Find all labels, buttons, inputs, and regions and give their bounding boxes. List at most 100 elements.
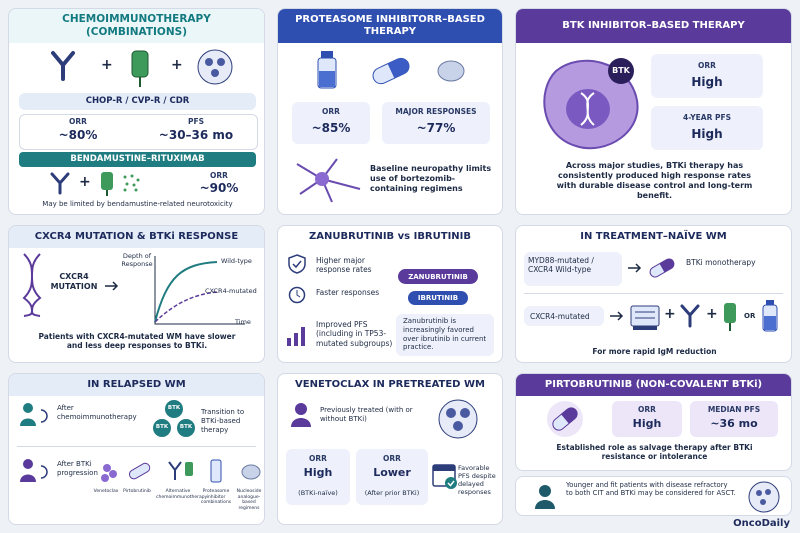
cells-icon-part (760, 499, 766, 505)
option: Venetoclax (93, 489, 119, 494)
antibody-icon-part (51, 51, 75, 81)
context: After chemoimmunotherapy (57, 404, 137, 421)
antibody-icon-part (50, 172, 70, 195)
btk-label: BTK (167, 405, 181, 411)
panel: PIRTOBRUTINIB (NON-COVALENT BTKi) ORR Hi… (515, 373, 792, 471)
iv-bag-icon (101, 172, 113, 196)
person-icon-part (40, 465, 48, 479)
chemo-icon-part (633, 326, 657, 330)
stat-label: PFS (187, 117, 205, 126)
panel: ZANUBRUTINIB vs IBRUTINIB Higher major r… (277, 225, 503, 363)
option-icons-part-part (128, 462, 151, 480)
person-icon-part (23, 403, 33, 413)
option: Alternative chemoimmunotherapy (156, 489, 208, 500)
note: May be limited by bendamustine-related n… (42, 200, 233, 208)
panel: CXCR4 MUTATION & BTKi RESPONSE CXCR4 MUT… (8, 225, 265, 363)
iv-bag-icon-part (101, 172, 113, 190)
stat-value: High (691, 75, 723, 89)
option-icons-part-part (103, 464, 111, 472)
chemo-icon-part (630, 305, 660, 327)
iv-bag-icon (724, 303, 736, 331)
option-icons-part (185, 462, 193, 476)
response-chart-part (154, 291, 218, 323)
vial-icon-part (321, 51, 333, 58)
stat-value: ~85% (311, 121, 351, 135)
tablet-icon-part (437, 60, 465, 82)
asct-panel: Younger and fit patients with disease re… (515, 476, 792, 516)
stats-box (19, 114, 258, 150)
vial-icon-part (764, 316, 776, 330)
stat-box (651, 54, 763, 98)
dots-icon-part-part (132, 183, 136, 187)
badge: BTK (612, 66, 630, 75)
neuron-icon-part (296, 158, 361, 203)
dots-icon-part-part (130, 174, 134, 178)
capsule-icon-part (649, 258, 675, 278)
option-icons-part-part (109, 470, 117, 478)
stat-value: High (303, 466, 333, 479)
dna-icon-part (22, 253, 42, 317)
shield-icon-part (288, 254, 306, 274)
stat-context: (BTKi-naïve) (298, 489, 338, 497)
tablet-icon (437, 60, 465, 82)
shield-icon-part (292, 260, 302, 269)
person-icon-part (535, 500, 555, 509)
capsule-icon-part-part (561, 407, 578, 424)
divider (524, 293, 783, 294)
stat-label: ORR (638, 405, 656, 414)
panel: VENETOCLAX IN PRETREATED WM Previously t… (277, 373, 503, 525)
brand: OncoDaily (733, 518, 790, 529)
option: Nucleoside analogue-based regimens (236, 489, 262, 511)
person-icon-part (20, 418, 36, 426)
clock-icon (288, 286, 306, 304)
neuron-icon-part (315, 172, 329, 186)
group: MYD88-mutated / CXCR4 Wild-type (528, 256, 594, 275)
person-icon (20, 403, 48, 426)
dots-icon-part (123, 174, 140, 192)
gene: CXCR4 MUTATION (50, 272, 98, 291)
stat-label: ORR (210, 171, 228, 180)
panel-title: CHEMOIMMUNOTHERAPY (COMBINATIONS) (9, 9, 264, 43)
dna-icon (22, 253, 42, 317)
cells-icon (197, 49, 233, 85)
shield-icon (288, 254, 306, 274)
stat-box (382, 102, 490, 144)
option-icons-part (168, 461, 182, 480)
stat-value: ~77% (416, 121, 456, 135)
operator: + (171, 57, 183, 73)
option: Pirtobrutinib (123, 489, 151, 494)
btk-cluster-part (153, 419, 171, 437)
stat-value: High (691, 127, 723, 141)
bars-icon-part (294, 333, 298, 346)
arrow (628, 263, 642, 273)
arrow-part (105, 281, 119, 291)
capsule-icon-part-part (659, 259, 674, 273)
dots-icon-part-part (123, 188, 127, 192)
panel-title: IN RELAPSED WM (9, 374, 264, 396)
calendar-icon-part (447, 480, 455, 487)
stat-label: MAJOR RESPONSES (395, 107, 477, 116)
group-box (524, 306, 604, 326)
iv-bag-icon-part (724, 303, 736, 323)
stat-label: MEDIAN PFS (707, 405, 761, 414)
cells-icon-part (197, 49, 233, 85)
panel-title: BTK INHIBITOR–BASED THERAPY (516, 9, 791, 43)
neuron-icon (296, 158, 361, 203)
panel-title: CXCR4 MUTATION & BTKi RESPONSE (9, 226, 264, 248)
arrow (105, 281, 119, 291)
stat-box (690, 401, 778, 437)
capsule-icon-part (372, 57, 410, 85)
option-icons-part (101, 464, 117, 482)
y-axis-label: Depth of Response (121, 252, 153, 269)
btk-cluster-part (177, 419, 195, 437)
option-icons-part (210, 459, 222, 483)
option: Proteasome inhibitor combinations (200, 489, 232, 506)
panel-title: PIRTOBRUTINIB (NON-COVALENT BTKi) (516, 374, 791, 396)
calendar-icon (432, 464, 457, 489)
option-icons-part-part (101, 474, 109, 482)
cells-icon-part (446, 408, 456, 418)
iv-bag-icon (131, 50, 149, 87)
panel: IN RELAPSED WM After chemoimmunotherapy … (8, 373, 265, 525)
btk-label: BTK (155, 424, 169, 430)
person-icon (20, 459, 48, 482)
